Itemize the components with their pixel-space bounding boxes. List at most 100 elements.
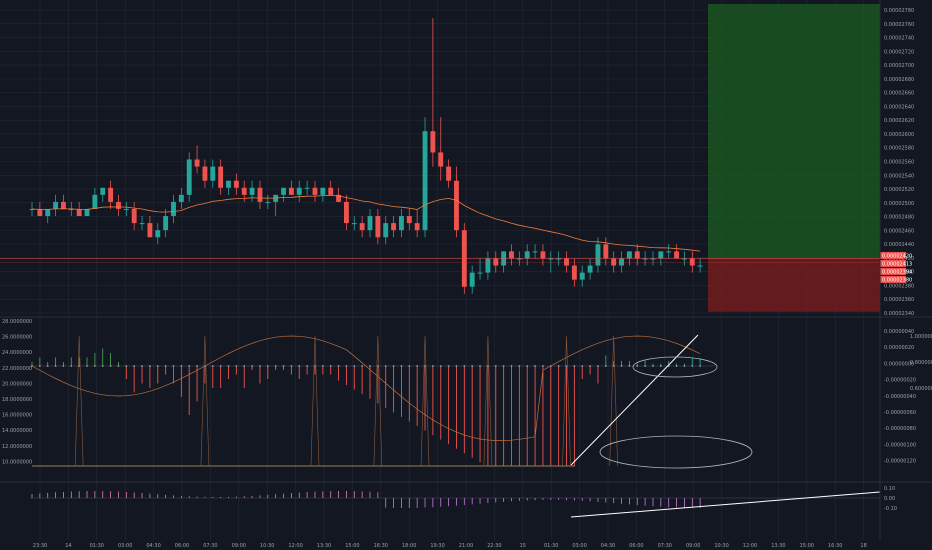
time-tick-label: 03:00 — [572, 543, 586, 549]
oscillator-spike — [74, 335, 84, 467]
oscillator-spike — [373, 335, 383, 467]
candle-up — [626, 251, 632, 259]
price-tick-label: 0.00002440 — [884, 242, 914, 248]
position-zone[interactable] — [708, 4, 880, 312]
time-tick-label: 16:30 — [828, 543, 842, 549]
candle-up — [92, 194, 98, 209]
time-tick-label: 14 — [65, 543, 71, 549]
oscillator-dot — [164, 365, 167, 367]
oscillator-dot — [699, 365, 702, 367]
candle-up — [642, 258, 648, 260]
oscillator-dot — [251, 365, 253, 367]
oscillator-dot — [502, 365, 505, 367]
price-tick-label: 0.00002540 — [884, 173, 914, 179]
price-tick-label: 0.00002700 — [884, 63, 914, 69]
oscillator-right-label: -0.00000020 — [884, 378, 916, 384]
oscillator-dot — [447, 365, 450, 367]
candle-down — [202, 166, 208, 181]
candle-up — [422, 131, 428, 231]
candle-down — [76, 208, 82, 217]
candle-up — [178, 194, 184, 202]
oscillator-dot — [337, 365, 340, 367]
oscillator-spike — [483, 335, 493, 467]
candle-up — [666, 251, 672, 253]
oscillator-dot — [274, 365, 277, 367]
price-tick-label: 0.00002620 — [884, 118, 914, 124]
oscillator-right-label: -0.00000120 — [884, 459, 916, 465]
candle-up — [249, 187, 255, 195]
oscillator-right-label: 0.00000020 — [884, 345, 914, 351]
time-axis[interactable]: 23:30 14 01:30 03:00 04:30 06:00 07:30 09:00 10:… — [33, 543, 867, 549]
oscillator-dot — [597, 365, 599, 367]
candle-down — [611, 258, 617, 266]
time-tick-label: 18:00 — [402, 543, 416, 549]
candle-down — [343, 201, 349, 224]
oscillator-dot — [636, 365, 639, 367]
candle-down — [131, 208, 137, 224]
candle-up — [579, 272, 585, 280]
oscillator-left-label: 22.0000000 — [2, 366, 32, 372]
candle-up — [595, 244, 601, 266]
candle-down — [336, 194, 341, 202]
time-tick-label: 15:00 — [800, 543, 814, 549]
candle-down — [689, 258, 695, 266]
candle-down — [509, 251, 514, 259]
time-tick-label: 09:00 — [232, 543, 246, 549]
candle-down — [218, 166, 224, 188]
candle-up — [351, 223, 357, 225]
oscillator-outer-label: 1.0000000 — [910, 334, 932, 340]
oscillator-right-label: -0.00000060 — [884, 410, 916, 416]
oscillator-dot — [227, 365, 230, 367]
oscillator-dot — [620, 365, 623, 367]
oscillator-spike — [562, 335, 571, 467]
oscillator-dot — [353, 365, 356, 367]
oscillator-outer-label: 0.6000000 — [910, 386, 932, 392]
price-tick-label: 0.00002580 — [884, 146, 914, 152]
candle-up — [619, 258, 624, 266]
time-tick-label: 10:30 — [714, 543, 728, 549]
price-tag — [880, 251, 906, 259]
oscillator-left-label: 18.0000000 — [2, 397, 32, 403]
oscillator-right-label: 0.00000000 — [884, 361, 914, 367]
oscillator-dot — [612, 365, 615, 367]
candle-down — [674, 251, 679, 259]
oscillator-dot — [78, 365, 81, 367]
oscillator-spike — [609, 335, 618, 467]
oscillator-dot — [510, 365, 513, 367]
oscillator-dot — [314, 365, 316, 367]
oscillator-dot — [180, 365, 183, 367]
oscillator-spike — [310, 335, 320, 467]
candle-down — [454, 180, 459, 231]
oscillator-dot — [93, 365, 96, 367]
candle-down — [438, 152, 444, 167]
momentum-label: 0.10 — [884, 486, 895, 492]
momentum-pane — [30, 491, 880, 508]
time-tick-label: 09:00 — [686, 543, 700, 549]
oscillator-dot — [243, 365, 246, 367]
price-tick-label: 0.00002460 — [884, 228, 914, 234]
oscillator-dot — [455, 365, 458, 367]
candle-down — [37, 208, 43, 217]
time-tick-label: 15:00 — [345, 543, 359, 549]
trend-drawings[interactable] — [570, 334, 881, 518]
oscillator-dot — [141, 365, 143, 367]
oscillator-dot — [306, 365, 309, 367]
oscillator-dot — [70, 365, 73, 367]
oscillator-outer-label: 0.8000000 — [910, 360, 932, 366]
time-tick-label: 04:30 — [146, 543, 160, 549]
oscillator-dot — [211, 365, 214, 367]
oscillator-right-label: -0.00000040 — [884, 394, 916, 400]
oscillator-dot — [384, 365, 387, 367]
price-tick-label: 0.00002500 — [884, 201, 914, 207]
trend-line — [570, 491, 881, 518]
oscillator-dot — [518, 365, 521, 367]
time-tick-label: 23:30 — [33, 543, 47, 549]
price-tick-label: 0.00002780 — [884, 8, 914, 14]
oscillator-left-label: 20.0000000 — [2, 381, 32, 387]
time-tick-label: 07:30 — [203, 543, 217, 549]
candle-up — [516, 258, 522, 260]
price-tick-label: 0.00002660 — [884, 91, 914, 97]
candle-down — [328, 187, 334, 195]
candle-up — [367, 216, 373, 231]
